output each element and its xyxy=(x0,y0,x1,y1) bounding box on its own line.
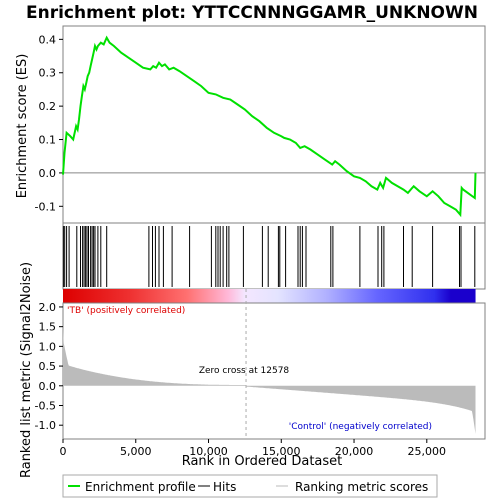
chart-title: Enrichment plot: YTTCCNNNGGAMR_UNKNOWN xyxy=(26,3,478,23)
positive-correlation-label: 'TB' (positively correlated) xyxy=(67,306,185,316)
metric-y-tick-label: 1.0 xyxy=(39,340,57,353)
metric-y-axis: -1.0 -0.5 0.0 0.5 1.0 1.5 2.0 xyxy=(35,301,63,432)
x-tick-label: 5,000 xyxy=(120,445,152,458)
metric-y-tick-label: 1.5 xyxy=(39,321,57,334)
metric-y-tick-label: -0.5 xyxy=(35,399,56,412)
es-panel-frame xyxy=(62,25,486,224)
metric-y-tick-label: 0.5 xyxy=(39,360,57,373)
x-tick-label: 25,000 xyxy=(408,445,447,458)
rank-color-bar xyxy=(63,289,476,303)
legend-box xyxy=(62,474,438,498)
legend-hits-label: Hits xyxy=(213,480,236,494)
es-y-tick-label: 0.3 xyxy=(39,67,57,80)
metric-panel-frame xyxy=(62,302,486,440)
es-y-axis-label: Enrichment score (ES) xyxy=(15,54,30,199)
negative-correlation-label: 'Control' (negatively correlated) xyxy=(289,422,432,432)
x-tick-label: 10,000 xyxy=(189,445,228,458)
x-tick-label: 20,000 xyxy=(335,445,374,458)
metric-y-tick-label: 2.0 xyxy=(39,301,57,314)
es-y-tick-label: -0.1 xyxy=(35,200,56,213)
x-axis: 0 5,000 10,000 15,000 20,000 25,000 xyxy=(60,439,447,458)
metric-y-tick-label: -1.0 xyxy=(35,419,56,432)
metric-y-tick-label: 0.0 xyxy=(39,380,57,393)
x-axis-label: Rank in Ordered Dataset xyxy=(182,454,343,469)
es-y-axis: -0.1 0.0 0.1 0.2 0.3 0.4 xyxy=(35,33,63,213)
es-y-tick-label: 0.1 xyxy=(39,134,57,147)
es-y-tick-label: 0.4 xyxy=(39,33,57,46)
x-tick-label: 15,000 xyxy=(262,445,301,458)
legend-metric-label: Ranking metric scores xyxy=(295,480,428,494)
es-y-tick-label: 0.0 xyxy=(39,167,57,180)
metric-y-axis-label: Ranked list metric (Signal2Noise) xyxy=(19,262,34,478)
hit-markers xyxy=(62,226,476,287)
x-tick-label: 0 xyxy=(60,445,67,458)
hits-panel-frame xyxy=(62,222,486,290)
es-y-tick-label: 0.2 xyxy=(39,100,57,113)
zero-cross-label: Zero cross at 12578 xyxy=(199,366,290,376)
enrichment-profile-line xyxy=(62,35,477,218)
legend-profile-label: Enrichment profile xyxy=(85,480,196,494)
